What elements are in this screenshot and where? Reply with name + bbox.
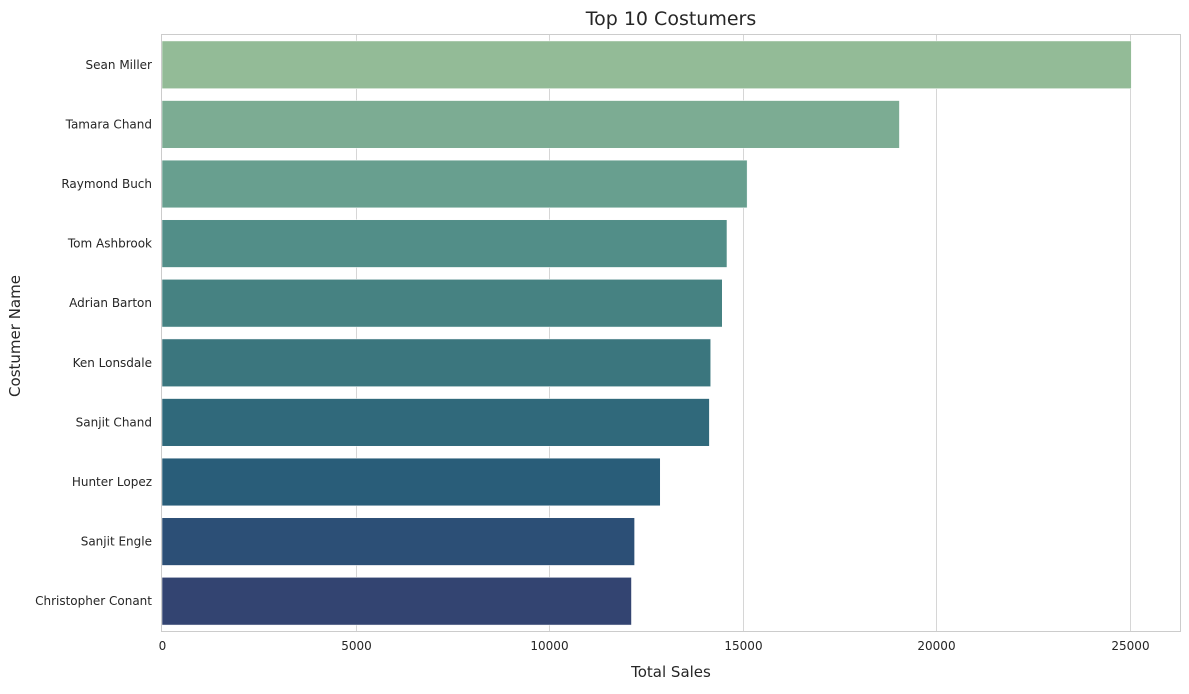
x-tick-label: 0	[159, 639, 167, 653]
bar	[161, 517, 635, 566]
bar	[161, 40, 1132, 89]
x-tick-label: 10000	[530, 639, 568, 653]
plot-frame	[161, 34, 1181, 632]
y-tick-label: Hunter Lopez	[72, 475, 152, 489]
chart-title: Top 10 Costumers	[585, 8, 757, 30]
y-tick-label: Ken Lonsdale	[73, 356, 152, 370]
x-tick-label: 15000	[724, 639, 762, 653]
y-tick-label: Sanjit Chand	[76, 415, 152, 429]
bar	[161, 100, 900, 149]
bar-layer	[161, 40, 1132, 626]
y-tick-label: Raymond Buch	[61, 177, 152, 191]
bar	[161, 457, 661, 507]
y-tick-label: Tamara Chand	[65, 117, 152, 131]
y-axis-label: Costumer Name	[6, 275, 24, 397]
tick-layer: 0 5000 10000 15000 20000 25000 Sean Miller Tama…	[35, 58, 1150, 653]
y-tick-label: Adrian Barton	[69, 296, 152, 310]
bar	[161, 219, 728, 268]
y-tick-label: Sanjit Engle	[81, 535, 152, 549]
x-tick-label: 20000	[917, 639, 955, 653]
x-tick-label: 5000	[341, 639, 372, 653]
x-axis-label: Total Sales	[630, 663, 711, 681]
bar	[161, 338, 711, 387]
y-tick-label: Christopher Conant	[35, 594, 152, 608]
bar	[161, 279, 723, 328]
y-tick-label: Sean Miller	[86, 58, 153, 72]
bar	[161, 398, 710, 447]
x-tick-label: 25000	[1111, 639, 1149, 653]
y-tick-label: Tom Ashbrook	[67, 237, 152, 251]
bar	[161, 577, 632, 626]
bar	[161, 159, 748, 209]
